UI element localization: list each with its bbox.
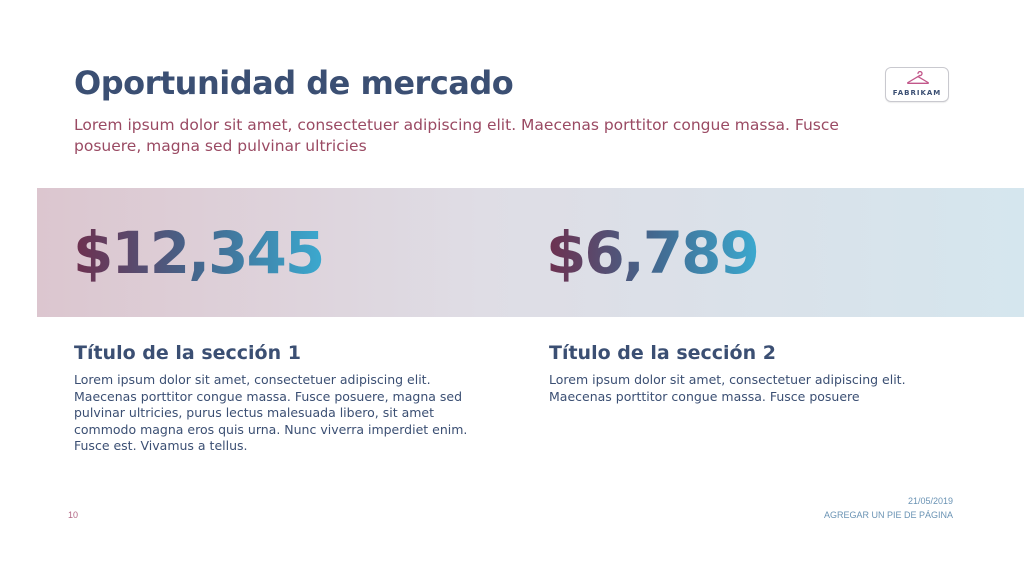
footer-text: AGREGAR UN PIE DE PÁGINA — [823, 510, 953, 520]
highlight-band — [37, 188, 1024, 317]
page-title: Oportunidad de mercado — [74, 64, 514, 102]
section-title-2: Título de la sección 2 — [549, 342, 776, 364]
logo-text: FABRIKAM — [892, 89, 942, 97]
figure-value-1: $12,345 — [73, 219, 325, 287]
section-body-2: Lorem ipsum dolor sit amet, consectetuer… — [549, 372, 906, 404]
section-title-1: Título de la sección 1 — [74, 342, 301, 364]
footer-date: 21/05/2019 — [907, 496, 953, 506]
section-body-1: Lorem ipsum dolor sit amet, consectetuer… — [74, 372, 468, 453]
figure-value-2: $6,789 — [546, 219, 760, 287]
fabrikam-logo: FABRIKAM — [885, 67, 949, 102]
page-subtitle: Lorem ipsum dolor sit amet, consectetuer… — [74, 116, 839, 155]
hanger-icon — [906, 71, 930, 84]
page-number: 10 — [68, 510, 79, 520]
